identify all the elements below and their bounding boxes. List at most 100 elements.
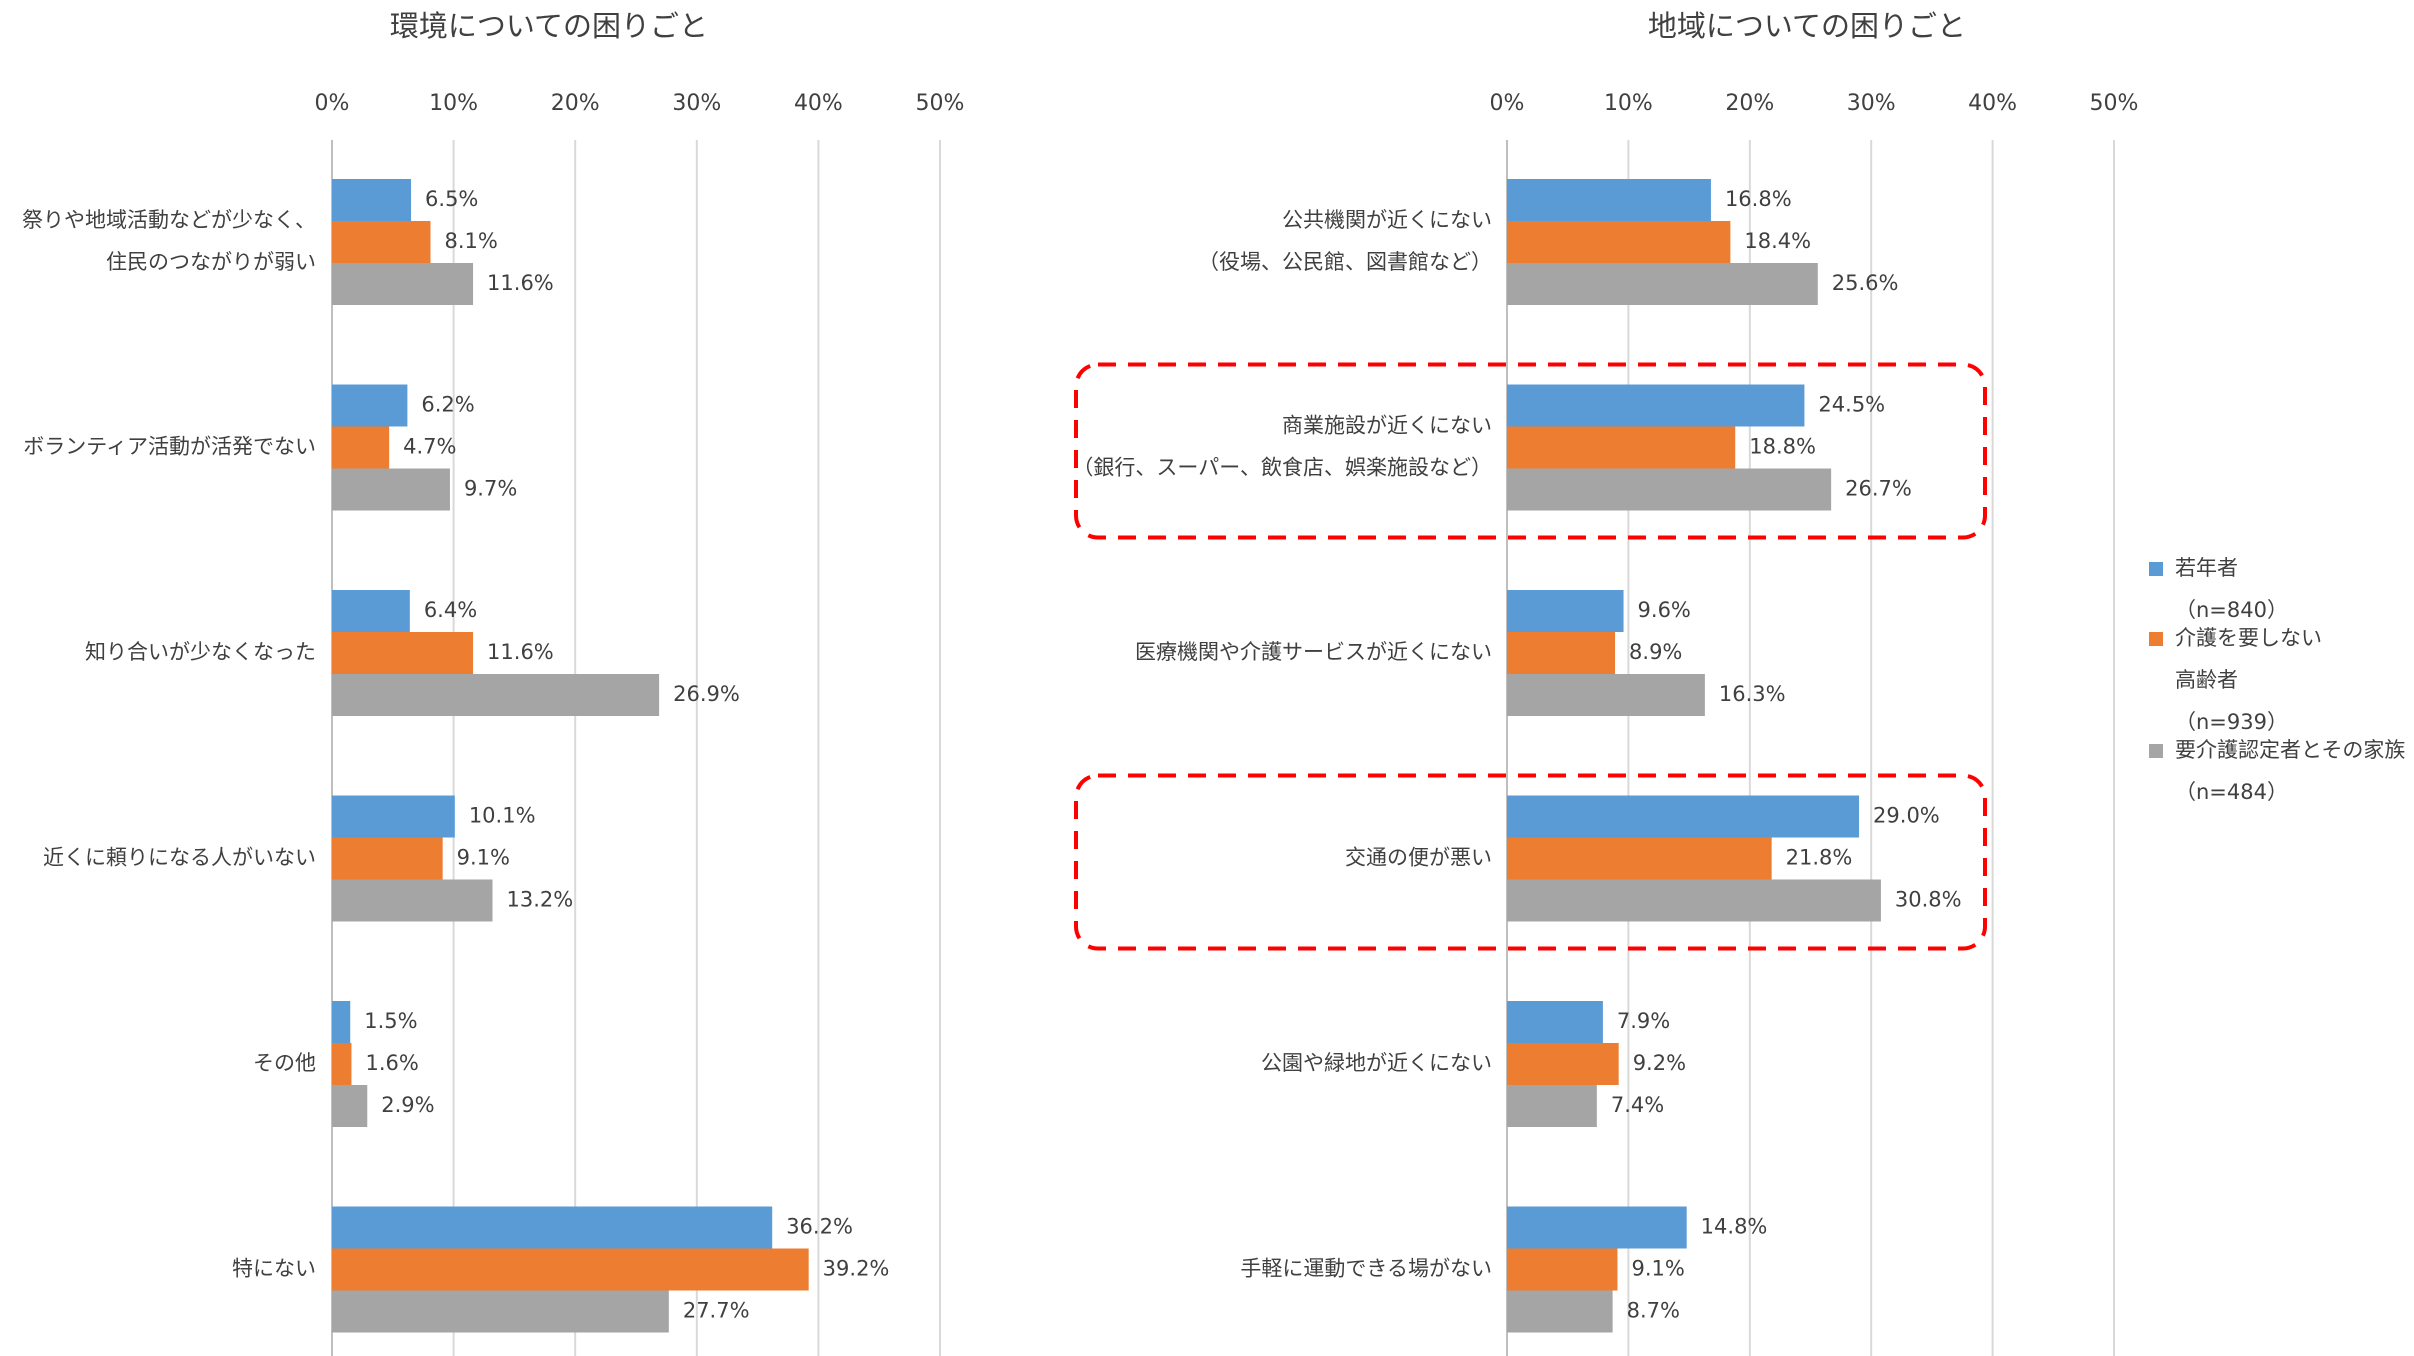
bar (1507, 426, 1736, 469)
data-label: 9.1% (1631, 1257, 1684, 1281)
legend-label: 高齢者 (2175, 668, 2238, 692)
legend-label: 介護を要しない (2175, 626, 2322, 650)
data-label: 39.2% (823, 1257, 890, 1281)
bar (332, 674, 660, 716)
data-label: 6.4% (424, 598, 477, 622)
category-label: ボランティア活動が活発でない (23, 435, 316, 459)
bar (332, 1206, 773, 1249)
x-tick-label: 0% (315, 91, 350, 116)
data-label: 11.6% (487, 271, 554, 295)
bar (1507, 632, 1616, 674)
chart-title: 地域についての困りごと (1648, 9, 1966, 43)
bar (1507, 837, 1772, 880)
data-label: 26.9% (673, 682, 740, 706)
legend-label: 若年者 (2175, 556, 2238, 580)
category-label: 特にない (232, 1257, 316, 1281)
x-tick-label: 40% (1968, 91, 2017, 116)
chart-title: 環境についての困りごと (390, 9, 708, 43)
bar (332, 1290, 669, 1333)
data-label: 14.8% (1701, 1215, 1768, 1239)
data-label: 30.8% (1895, 888, 1962, 912)
data-label: 10.1% (469, 804, 536, 828)
bar (1507, 1085, 1597, 1127)
legend-swatch (2149, 632, 2163, 646)
bar (1507, 179, 1711, 221)
data-label: 11.6% (487, 640, 554, 664)
category-label: 近くに頼りになる人がいない (43, 846, 316, 870)
x-tick-label: 20% (551, 91, 600, 116)
category-label: （銀行、スーパー、飲食店、娯楽施設など） (1072, 456, 1492, 480)
data-label: 29.0% (1873, 804, 1940, 828)
data-label: 16.8% (1725, 187, 1792, 211)
legend-label: （n=939） (2175, 710, 2288, 734)
data-label: 16.3% (1719, 682, 1786, 706)
data-label: 27.7% (683, 1299, 750, 1323)
bar (332, 468, 450, 511)
data-label: 6.5% (425, 187, 478, 211)
bar (1507, 263, 1818, 305)
bar (1507, 795, 1860, 838)
x-tick-label: 0% (1490, 91, 1525, 116)
data-label: 9.2% (1633, 1051, 1686, 1075)
bar (332, 384, 408, 427)
data-label: 13.2% (507, 888, 574, 912)
data-label: 24.5% (1818, 393, 1885, 417)
data-label: 36.2% (786, 1215, 853, 1239)
bar (1507, 1206, 1687, 1249)
category-label: （役場、公民館、図書館など） (1198, 250, 1492, 274)
bar (1507, 1001, 1603, 1043)
category-label: その他 (253, 1051, 316, 1075)
bar (1507, 590, 1624, 632)
data-label: 26.7% (1845, 477, 1912, 501)
category-label: 医療機関や介護サービスが近くにない (1135, 640, 1492, 664)
bar (332, 221, 431, 263)
x-tick-label: 20% (1725, 91, 1774, 116)
x-tick-label: 40% (794, 91, 843, 116)
legend-swatch (2149, 744, 2163, 758)
bar (332, 590, 410, 632)
bar (332, 879, 493, 922)
legend-label: （n=484） (2175, 780, 2288, 804)
data-label: 9.1% (457, 846, 510, 870)
data-label: 4.7% (403, 435, 456, 459)
bar (332, 426, 390, 469)
bar (1507, 468, 1832, 511)
bar (332, 795, 455, 838)
data-label: 18.4% (1744, 229, 1811, 253)
data-label: 18.8% (1749, 435, 1816, 459)
data-label: 1.5% (364, 1009, 417, 1033)
data-label: 8.9% (1629, 640, 1682, 664)
bar (332, 263, 474, 305)
bar (1507, 1248, 1618, 1291)
highlight-box (1074, 773, 1987, 951)
data-label: 8.7% (1627, 1299, 1680, 1323)
data-label: 2.9% (381, 1093, 434, 1117)
legend-label: 要介護認定者とその家族 (2175, 738, 2405, 762)
bar (332, 179, 412, 221)
category-label: 祭りや地域活動などが少なく、 (22, 208, 316, 232)
highlight-box (1074, 362, 1987, 540)
bar (332, 1043, 352, 1085)
data-label: 7.4% (1611, 1093, 1664, 1117)
data-label: 8.1% (444, 229, 497, 253)
category-label: 住民のつながりが弱い (106, 250, 316, 274)
x-tick-label: 30% (1847, 91, 1896, 116)
bar (332, 632, 474, 674)
data-label: 1.6% (365, 1051, 418, 1075)
bar (1507, 1043, 1619, 1085)
legend-label: （n=840） (2175, 598, 2288, 622)
bar (332, 1248, 809, 1291)
category-label: 手軽に運動できる場がない (1240, 1257, 1492, 1281)
bar (332, 1085, 368, 1127)
legend-swatch (2149, 562, 2163, 576)
x-tick-label: 50% (2090, 91, 2139, 116)
data-label: 21.8% (1786, 846, 1853, 870)
category-label: 公共機関が近くにない (1282, 208, 1492, 232)
bar (332, 1001, 351, 1043)
x-tick-label: 10% (429, 91, 478, 116)
bar (1507, 674, 1705, 716)
data-label: 7.9% (1617, 1009, 1670, 1033)
bar (332, 837, 443, 880)
data-label: 9.6% (1638, 598, 1691, 622)
data-label: 9.7% (464, 477, 517, 501)
